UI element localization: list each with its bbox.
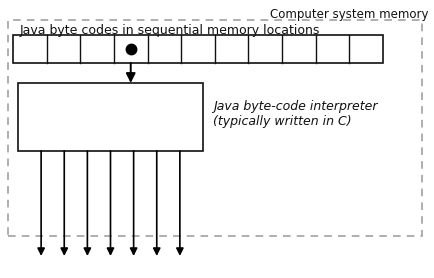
Bar xyxy=(13,35,383,63)
Text: Java byte-code interpreter
(typically written in C): Java byte-code interpreter (typically wr… xyxy=(213,100,378,128)
Text: Computer system memory: Computer system memory xyxy=(270,8,428,21)
Text: Java byte codes in sequential memory locations: Java byte codes in sequential memory loc… xyxy=(20,24,320,37)
Bar xyxy=(18,83,203,151)
Bar xyxy=(8,20,422,236)
